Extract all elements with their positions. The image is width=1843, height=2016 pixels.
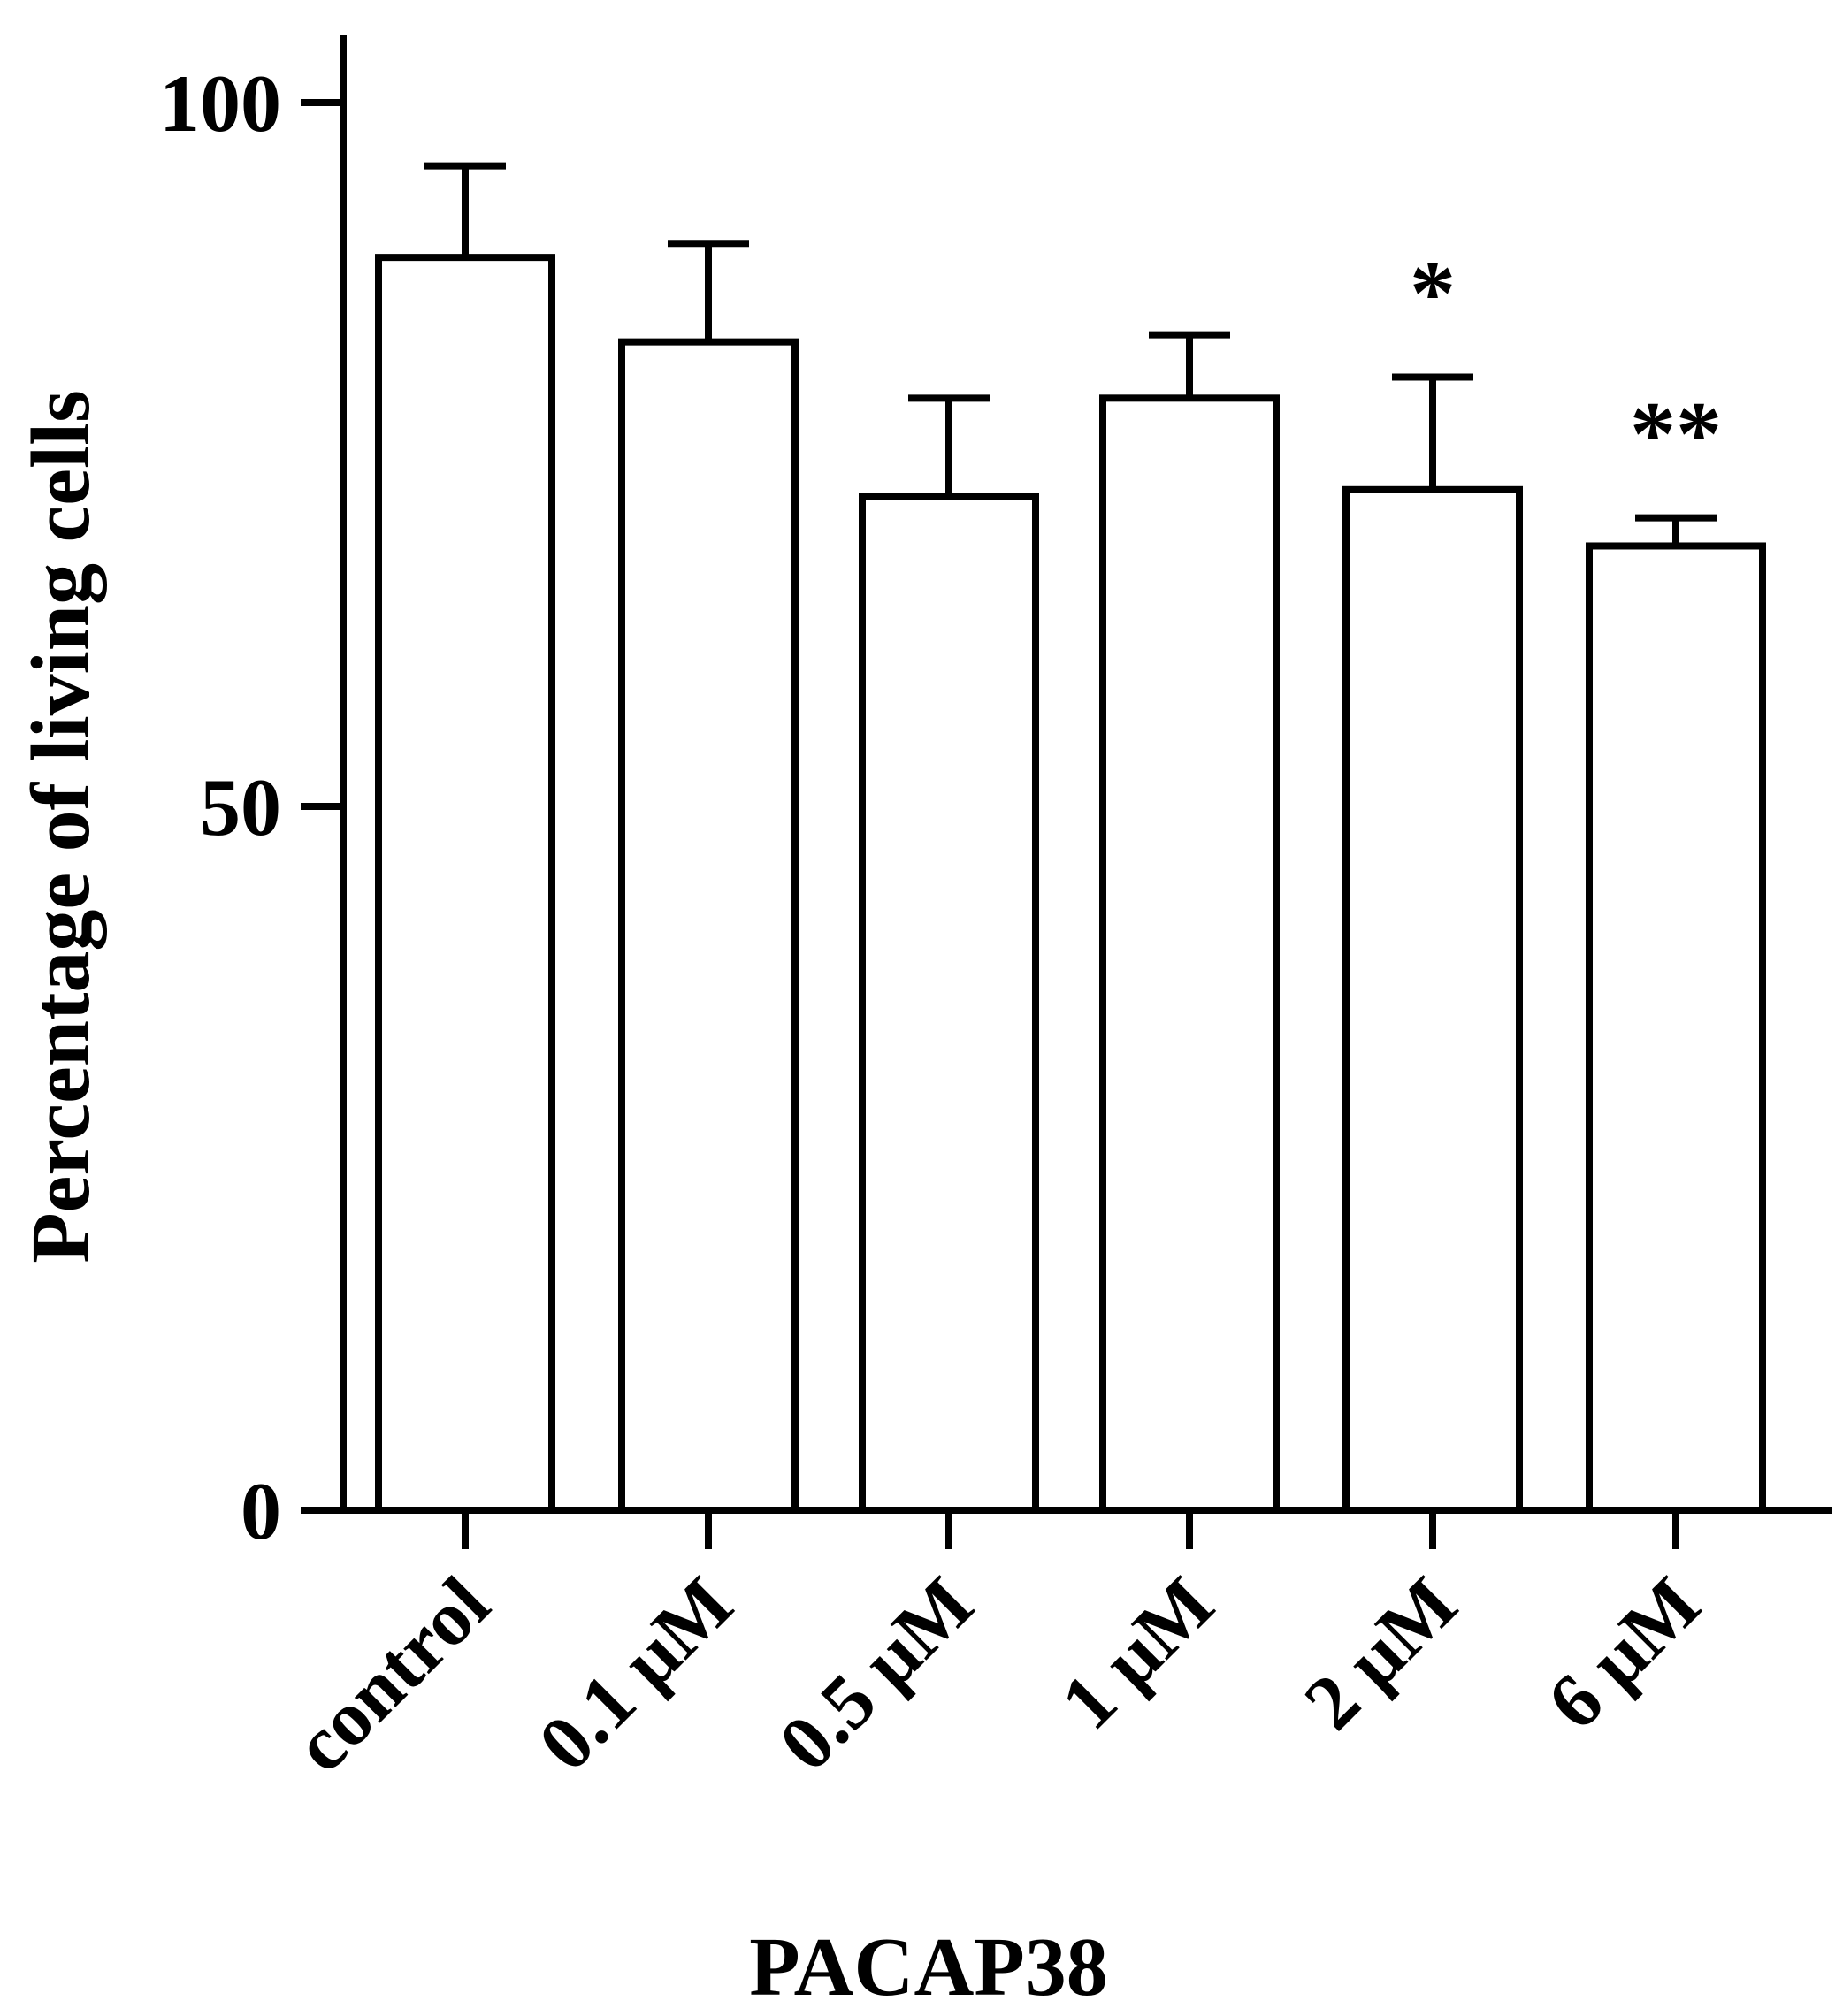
y-tick-label: 50 <box>200 762 281 852</box>
y-tick-label: 0 <box>241 1466 281 1556</box>
y-tick-label: 100 <box>159 58 281 149</box>
bar <box>1586 542 1766 1514</box>
x-tick-label: 1 μM <box>1045 1562 1230 1746</box>
bars-layer <box>375 254 1766 1515</box>
x-tick-label: 0.1 μM <box>523 1562 749 1788</box>
x-tick-label: 2 μM <box>1289 1562 1473 1746</box>
bar <box>618 338 799 1514</box>
significance-layer: *** <box>1410 242 1722 485</box>
y-ticks-layer: 0 50 100 <box>159 58 343 1556</box>
x-ticks-layer: control 0.1 μM 0.5 μM 1 μM 2 μM 6 μM <box>279 1510 1717 1789</box>
axes-layer <box>301 35 1832 1514</box>
bar <box>859 493 1039 1514</box>
significance-marker: * <box>1410 242 1456 344</box>
x-tick-label: 6 μM <box>1532 1562 1717 1746</box>
y-axis-title: Percentage of living cells <box>15 390 107 1264</box>
x-tick-label: 0.5 μM <box>763 1562 990 1788</box>
x-axis-title: PACAP38 <box>749 1921 1108 2013</box>
error-bars-layer <box>424 162 1717 546</box>
significance-marker: ** <box>1630 384 1722 485</box>
bar <box>375 254 555 1514</box>
x-tick-label: control <box>279 1562 507 1790</box>
bar <box>1099 394 1280 1515</box>
bar <box>1342 485 1523 1514</box>
